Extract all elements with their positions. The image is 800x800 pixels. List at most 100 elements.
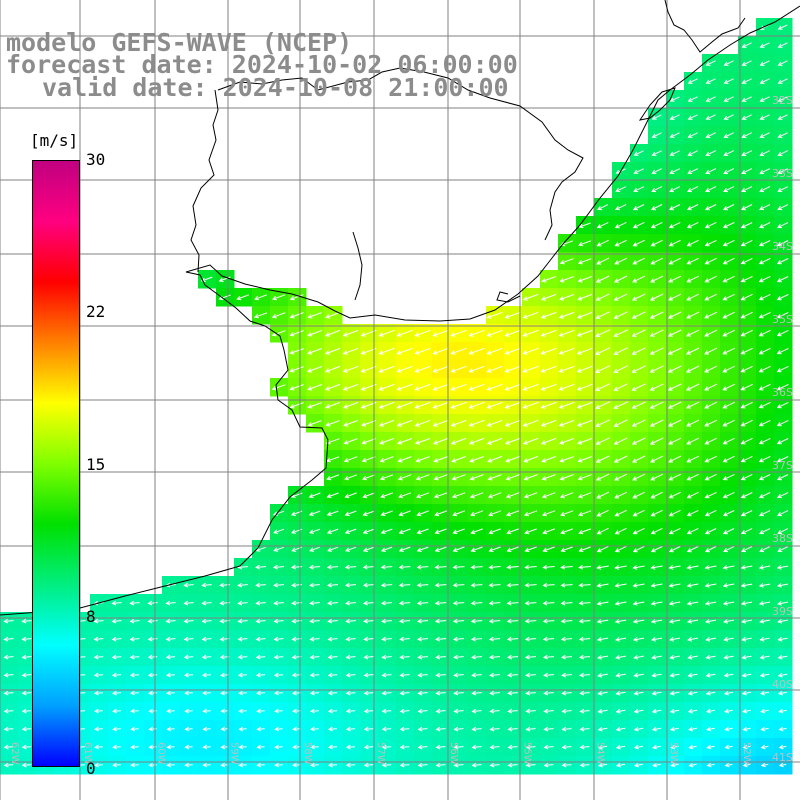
wind-arrow — [704, 329, 718, 337]
wind-arrow — [398, 492, 412, 499]
wind-arrow — [614, 239, 627, 247]
wind-arrow — [451, 456, 466, 463]
wind-arrow — [668, 455, 682, 463]
wind-arrow — [434, 564, 447, 570]
wind-arrow — [505, 474, 520, 481]
wind-arrow — [686, 619, 699, 624]
wind-arrow — [289, 294, 304, 301]
wind-arrow — [577, 258, 592, 265]
wind-arrow — [453, 672, 464, 678]
longitude-label: 54W — [595, 742, 606, 765]
wind-arrow — [577, 438, 593, 445]
wind-arrow — [435, 726, 446, 732]
wind-arrow — [363, 762, 374, 768]
wind-arrow — [327, 672, 338, 678]
wind-arrow — [399, 636, 410, 642]
wind-arrow — [578, 618, 591, 624]
wind-arrow — [649, 311, 664, 319]
wind-arrow — [651, 150, 662, 156]
wind-arrow — [542, 600, 555, 606]
wind-arrow — [396, 383, 413, 391]
latitude-labels: 32S 33S 34S 35S 36S 37S 38S 39S 40S 41S — [772, 94, 793, 764]
northern-border-line — [664, 0, 746, 53]
wind-arrow — [453, 708, 464, 714]
wind-arrow — [450, 347, 467, 355]
wind-arrow — [614, 565, 627, 570]
wind-arrow — [289, 348, 304, 355]
wind-arrow — [522, 401, 539, 409]
wind-arrow — [326, 510, 339, 516]
wind-arrow — [379, 438, 394, 445]
wind-arrow — [740, 293, 753, 301]
wind-arrow — [613, 401, 628, 409]
latitude-label: 38S — [772, 532, 793, 545]
wind-arrow — [452, 636, 465, 642]
wind-arrow — [596, 619, 609, 624]
wind-arrow — [685, 401, 700, 409]
wind-arrow — [667, 419, 682, 427]
wind-arrow — [686, 437, 700, 445]
uruguay-coast-line — [0, 5, 800, 616]
wind-arrow — [507, 672, 518, 678]
wind-arrow — [558, 311, 575, 319]
wind-arrow — [650, 275, 664, 283]
wind-arrow — [742, 708, 751, 714]
wind-arrow — [778, 744, 787, 750]
wind-arrow — [705, 96, 716, 102]
wind-arrow — [758, 437, 771, 445]
wind-arrow — [740, 601, 753, 606]
wind-arrow — [273, 672, 284, 678]
wind-arrow — [414, 347, 431, 355]
wind-arrow — [345, 546, 357, 552]
wind-arrow — [255, 546, 266, 552]
wind-arrow — [310, 726, 319, 732]
wind-arrow — [668, 293, 682, 301]
wind-arrow — [506, 636, 519, 642]
wind-arrow — [507, 762, 518, 768]
wind-arrow — [704, 437, 718, 445]
wind-arrow — [722, 239, 735, 247]
wind-arrow — [632, 637, 645, 642]
wind-arrow — [540, 383, 557, 391]
wind-arrow — [687, 96, 698, 102]
wind-arrow — [453, 654, 464, 660]
wind-arrow — [632, 221, 645, 229]
wind-arrow — [324, 347, 341, 355]
wind-arrow — [560, 618, 573, 624]
wind-arrow — [668, 527, 681, 535]
wind-arrow — [201, 636, 212, 642]
wind-arrow — [238, 690, 247, 696]
wind-arrow — [667, 383, 682, 391]
wind-arrow — [650, 221, 663, 229]
wind-arrow — [596, 239, 609, 247]
wind-arrow — [309, 672, 320, 678]
wind-arrow — [238, 744, 247, 750]
wind-arrow — [777, 78, 788, 84]
wind-arrow — [722, 204, 735, 211]
wind-arrow — [615, 762, 626, 768]
wind-arrow — [722, 311, 735, 319]
wind-arrows — [3, 24, 789, 768]
wind-arrow — [201, 672, 212, 678]
title-valid-date: valid date: 2024-10-08 21:00:00 — [42, 73, 509, 102]
wind-arrow — [307, 348, 323, 355]
wind-arrow — [704, 204, 717, 211]
wind-arrow — [273, 546, 284, 552]
wind-arrow — [345, 618, 356, 624]
longitude-label: 52W — [741, 742, 752, 765]
wind-arrow — [435, 672, 446, 678]
wind-arrow — [488, 654, 501, 660]
wind-arrow — [651, 186, 663, 193]
wind-arrow — [3, 726, 14, 732]
wind-arrow — [560, 636, 573, 642]
wind-arrow — [651, 655, 662, 660]
wind-arrow — [615, 744, 626, 750]
wind-arrow — [327, 636, 338, 642]
rio-negro-river — [352, 231, 363, 301]
wind-arrow — [561, 744, 572, 750]
wind-arrow — [776, 365, 789, 373]
wind-arrow — [255, 672, 266, 678]
wind-arrow — [632, 601, 645, 606]
wind-arrow — [615, 672, 626, 678]
wind-arrow — [686, 546, 699, 553]
